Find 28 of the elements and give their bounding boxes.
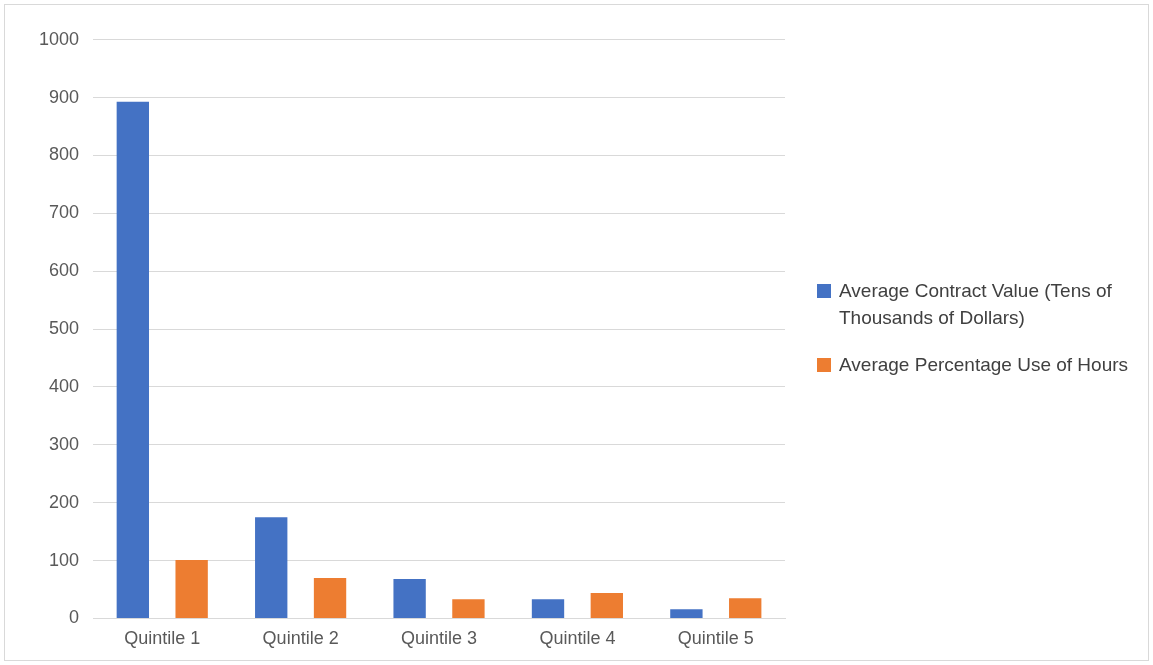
legend-label: Average Contract Value (Tens of Thousands of Dollars) bbox=[839, 279, 1113, 330]
x-tick-label: Quintile 3 bbox=[401, 628, 478, 649]
bar bbox=[531, 599, 565, 618]
bar bbox=[116, 101, 150, 618]
x-tick-label: Quintile 2 bbox=[262, 628, 339, 649]
y-tick-label: 300 bbox=[49, 433, 80, 454]
bar bbox=[590, 592, 623, 618]
bar bbox=[313, 577, 347, 618]
y-tick-label: 400 bbox=[49, 375, 80, 396]
x-tick-label: Quintile 1 bbox=[124, 628, 201, 649]
y-tick-label: 500 bbox=[49, 318, 80, 339]
bar bbox=[729, 598, 762, 618]
bar bbox=[175, 559, 208, 618]
legend-label: Average Percentage Use of Hours bbox=[839, 353, 1129, 377]
x-tick-label: Quintile 5 bbox=[677, 628, 754, 649]
y-tick-label: 700 bbox=[49, 202, 80, 223]
bar bbox=[393, 579, 426, 618]
bar bbox=[255, 517, 288, 618]
y-tick-label: 0 bbox=[69, 607, 80, 628]
bar bbox=[670, 609, 703, 618]
y-tick-label: 100 bbox=[49, 549, 80, 570]
y-tick-label: 600 bbox=[49, 260, 80, 281]
bar bbox=[452, 599, 485, 618]
y-tick-label: 900 bbox=[49, 86, 80, 107]
y-tick-label: 1000 bbox=[39, 28, 80, 49]
y-tick-label: 200 bbox=[49, 491, 80, 512]
y-tick-label: 800 bbox=[49, 144, 80, 165]
x-tick-label: Quintile 4 bbox=[539, 628, 616, 649]
